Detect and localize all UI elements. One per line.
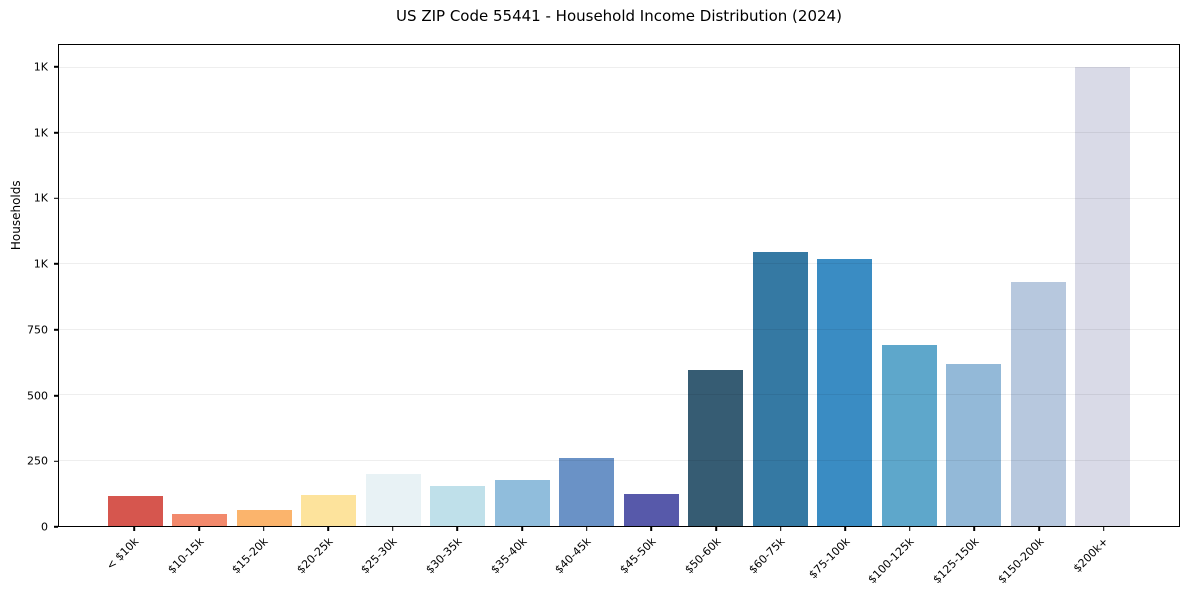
gridline <box>59 394 1179 396</box>
x-tick-label: $50-60k <box>681 535 724 577</box>
bar-25-30k <box>365 474 421 526</box>
x-tick-mark <box>262 527 265 531</box>
gridline <box>59 263 1179 265</box>
x-tick-label: $125-150k <box>930 535 982 587</box>
y-tick-mark <box>54 66 58 68</box>
x-tick-mark <box>650 527 653 531</box>
bar-150-200k <box>1010 281 1066 526</box>
x-tick-label: $40-45k <box>552 535 594 577</box>
bar-50-60k <box>688 369 744 526</box>
bar-slot <box>942 45 1007 526</box>
y-tick-label: 250 <box>27 454 48 468</box>
bar-60-75k <box>752 252 808 526</box>
bar-100-125k <box>881 344 937 526</box>
y-tick-mark <box>54 131 58 134</box>
x-tick-label: $100-125k <box>865 535 918 587</box>
x-tick-mark <box>715 527 717 531</box>
bar-slot <box>813 45 878 526</box>
x-tick-label: $30-35k <box>423 535 465 577</box>
x-tick-label: < $10k <box>103 535 142 573</box>
bar-200k <box>1075 67 1131 526</box>
x-tick-label: $10-15k <box>164 535 207 577</box>
x-tick-mark <box>456 527 459 531</box>
bar-slot <box>1006 45 1071 526</box>
bar-slot <box>232 45 297 526</box>
x-tick-mark <box>779 527 782 531</box>
bar-slot <box>103 45 168 526</box>
x-tick-mark <box>909 527 911 531</box>
y-tick-mark <box>54 197 58 200</box>
y-tick-label: 1K <box>33 60 48 74</box>
x-tick-mark <box>1102 527 1105 531</box>
y-tick-mark <box>54 263 58 265</box>
bar-40-45k <box>559 458 615 526</box>
y-tick-label: 0 <box>41 520 48 534</box>
bar-20-25k <box>301 495 357 526</box>
x-tick-mark <box>392 527 394 531</box>
bar-slot <box>168 45 233 526</box>
y-tick-label: 1K <box>33 126 48 140</box>
bar-10k <box>107 495 163 526</box>
x-tick-label: $45-50k <box>617 535 659 577</box>
x-tick-mark <box>521 527 523 531</box>
bar-slot <box>297 45 362 526</box>
x-axis: < $10k $10-15k $15-20k $20-25k $25-30k $30-35… <box>102 527 1136 587</box>
x-tick-mark <box>585 527 588 531</box>
x-tick-label: $35-40k <box>487 535 530 577</box>
y-axis: 0 250 500 750 1K 1K 1K 1K <box>0 44 58 533</box>
gridline <box>59 66 1179 68</box>
gridline <box>59 459 1179 461</box>
bar-slot <box>426 45 491 526</box>
x-tick-label: $20-25k <box>294 535 336 577</box>
bar-slot <box>490 45 555 526</box>
bar-slot <box>361 45 426 526</box>
bar-35-40k <box>494 479 550 526</box>
gridline <box>59 328 1179 330</box>
x-tick-mark <box>973 527 976 531</box>
bar-slot <box>684 45 749 526</box>
bar-slot <box>619 45 684 526</box>
x-tick-label: $150-200k <box>995 535 1047 587</box>
y-tick-label: 500 <box>27 389 48 403</box>
y-tick-label: 1K <box>33 257 48 271</box>
x-tick-mark <box>133 527 136 531</box>
bar-125-150k <box>946 363 1002 526</box>
x-tick-label: $15-20k <box>229 535 271 577</box>
x-tick-mark <box>327 527 329 531</box>
bars-row <box>103 45 1135 526</box>
bar-slot <box>877 45 942 526</box>
y-tick-mark <box>54 329 58 331</box>
x-tick-mark <box>844 527 846 531</box>
bar-slot <box>1071 45 1136 526</box>
y-tick-mark <box>54 394 58 397</box>
bar-30-35k <box>430 486 486 526</box>
y-tick-label: 1K <box>33 191 48 205</box>
bar-slot <box>555 45 620 526</box>
gridline <box>59 132 1179 134</box>
y-tick-mark <box>54 460 58 463</box>
x-tick-label: $75-100k <box>806 535 853 582</box>
bar-75-100k <box>817 258 873 526</box>
x-tick-mark <box>1038 527 1040 531</box>
x-tick-mark <box>198 527 200 531</box>
chart-title: US ZIP Code 55441 - Household Income Dis… <box>396 7 842 25</box>
gridline <box>59 197 1179 199</box>
x-tick-label: $60-75k <box>746 535 788 577</box>
x-tick-label: $200k+ <box>1070 535 1111 576</box>
bar-15-20k <box>236 510 292 526</box>
x-tick-label: $25-30k <box>358 535 401 577</box>
bar-slot <box>748 45 813 526</box>
bar-10-15k <box>172 514 228 526</box>
plot-area <box>58 44 1180 527</box>
bar-45-50k <box>623 494 679 526</box>
y-tick-mark <box>54 526 58 528</box>
y-tick-label: 750 <box>27 323 48 337</box>
